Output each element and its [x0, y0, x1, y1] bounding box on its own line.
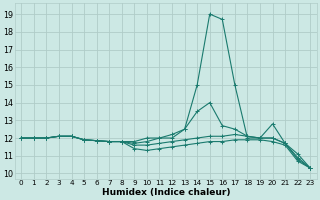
X-axis label: Humidex (Indice chaleur): Humidex (Indice chaleur) [101, 188, 230, 197]
